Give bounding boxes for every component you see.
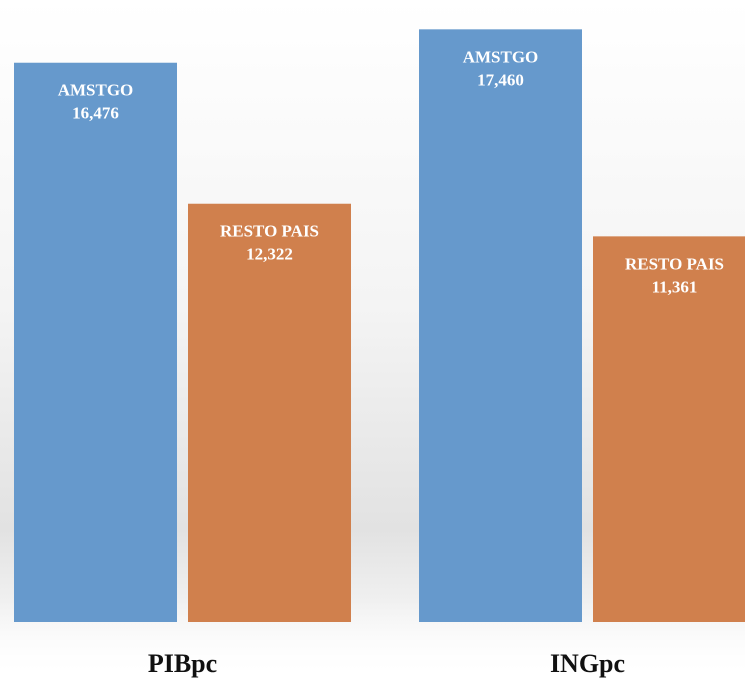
- value-label-ingpc-resto-pais: 11,361: [652, 277, 698, 296]
- bar-ingpc-amstgo: [419, 29, 582, 622]
- bar-pibpc-amstgo: [14, 62, 177, 623]
- labels-layer: AMSTGO 16,476 RESTO PAIS 12,322 PIBpc AMSTGO 1…: [58, 47, 724, 678]
- bars-layer: [14, 29, 745, 623]
- value-label-pibpc-resto-pais: 12,322: [246, 245, 293, 264]
- series-label-pibpc-resto-pais: RESTO PAIS: [220, 222, 319, 241]
- value-label-pibpc-amstgo: 16,476: [72, 104, 119, 123]
- bar-ingpc-resto-pais: [593, 236, 745, 622]
- series-label-pibpc-amstgo: AMSTGO: [58, 81, 134, 100]
- bar-pibpc-resto-pais: [188, 203, 351, 622]
- series-label-ingpc-amstgo: AMSTGO: [463, 47, 539, 66]
- category-label-ingpc: INGpc: [550, 649, 625, 678]
- category-label-pibpc: PIBpc: [148, 649, 217, 678]
- value-label-ingpc-amstgo: 17,460: [477, 70, 524, 89]
- series-label-ingpc-resto-pais: RESTO PAIS: [625, 254, 724, 273]
